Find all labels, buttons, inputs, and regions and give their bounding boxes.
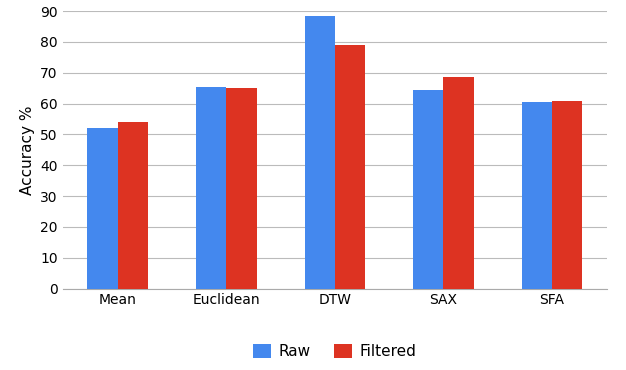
Bar	[118, 122, 148, 289]
Bar	[304, 16, 335, 289]
Bar	[196, 87, 227, 289]
Bar	[521, 102, 552, 289]
Bar	[335, 45, 366, 289]
Bar	[88, 128, 118, 289]
Bar	[227, 88, 257, 289]
Bar	[413, 90, 443, 289]
Y-axis label: Accuracy %: Accuracy %	[19, 105, 34, 195]
Bar	[552, 101, 582, 289]
Legend: Raw, Filtered: Raw, Filtered	[247, 338, 423, 365]
Bar	[443, 77, 474, 289]
